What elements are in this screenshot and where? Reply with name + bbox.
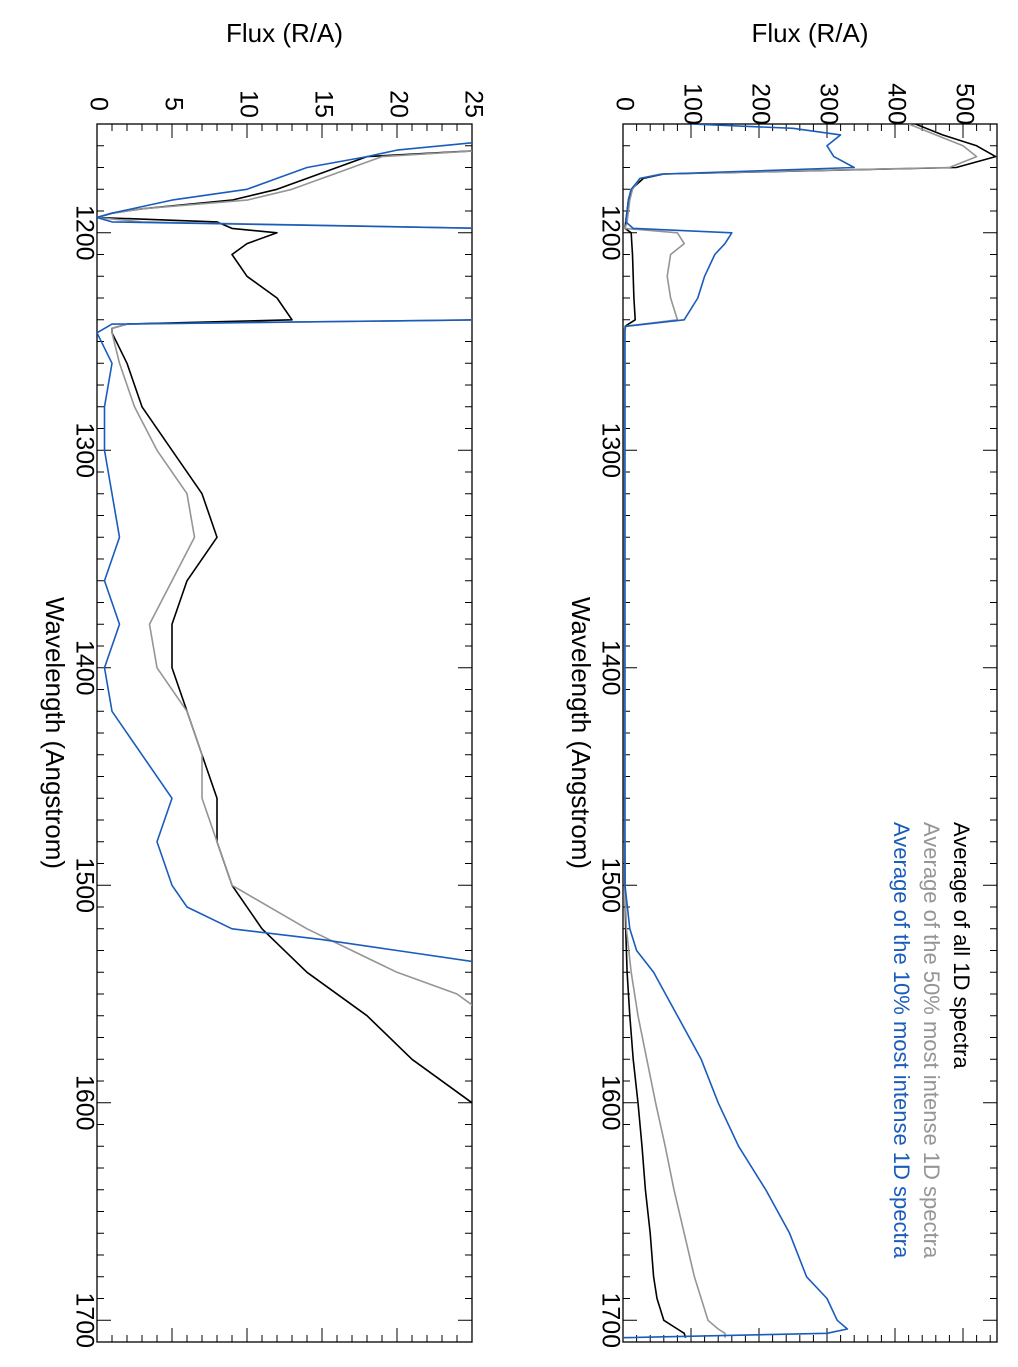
y-tick-label: 400 [882, 83, 910, 125]
y-axis-title: Flux (R/A) [226, 18, 343, 48]
legend-entry-1: Average of all 1D spectra [949, 822, 974, 1069]
series-group [97, 142, 472, 1104]
y-tick-label: 25 [459, 90, 487, 118]
x-tick-label: 1400 [596, 640, 624, 696]
y-tick-label: 5 [159, 97, 187, 111]
y-tick-label: 300 [814, 83, 842, 125]
panel-zoomed-low-flux: 1200 1300 1400 1500 1600 1700 0 5 10 15 20 25 Flux (… [40, 18, 487, 1348]
y-tick-label: 15 [309, 90, 337, 118]
x-tick-label: 1600 [596, 1075, 624, 1131]
series-group [623, 124, 997, 1339]
legend-entry-3: Average of the 10% most intense 1D spect… [889, 822, 914, 1259]
x-tick-label: 1500 [596, 857, 624, 913]
x-axis-title: Wavelength (Angstrom) [566, 597, 596, 869]
y-tick-label: 100 [678, 83, 706, 125]
series-line-3 [97, 142, 472, 963]
x-tick-label: 1400 [70, 640, 98, 696]
x-tick-label: 1300 [70, 422, 98, 478]
y-tick-label: 500 [950, 83, 978, 125]
y-tick-label: 20 [384, 90, 412, 118]
x-tick-label: 1700 [596, 1292, 624, 1348]
x-tick-label: 1200 [70, 205, 98, 261]
series-line-3 [623, 124, 856, 1339]
y-tick-label: 0 [610, 97, 638, 111]
plot-frame [96, 123, 473, 1343]
x-tick-label: 1500 [70, 857, 98, 913]
x-tick-label: 1600 [70, 1075, 98, 1131]
legend-entry-2: Average of the 50% most intense 1D spect… [919, 822, 944, 1259]
y-tick-label: 200 [746, 83, 774, 125]
y-tick-label: 10 [234, 90, 262, 118]
x-tick-label: 1700 [70, 1292, 98, 1348]
x-tick-label: 1200 [596, 205, 624, 261]
x-tick-label: 1300 [596, 422, 624, 478]
y-tick-label: 0 [84, 97, 112, 111]
panel-all-intensities: 1200 1300 1400 1500 1600 1700 0 100 200 300 400 500… [566, 18, 998, 1348]
x-axis-title: Wavelength (Angstrom) [40, 597, 70, 869]
y-axis-title: Flux (R/A) [752, 18, 869, 48]
series-line-2 [97, 150, 472, 1006]
